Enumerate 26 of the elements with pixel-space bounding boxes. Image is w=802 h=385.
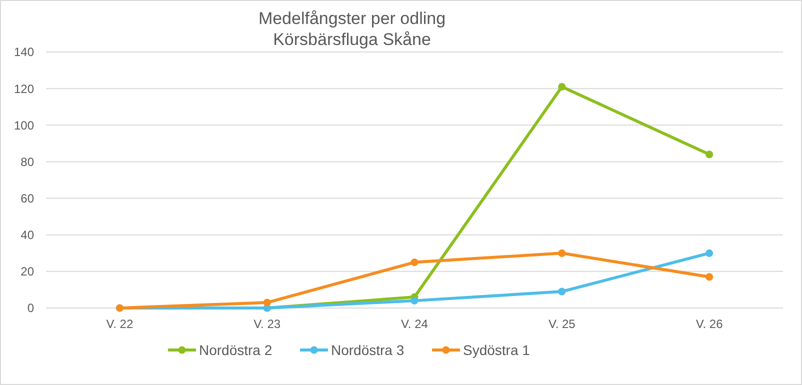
y-tick-label: 120 bbox=[14, 82, 34, 96]
x-tick-label: V. 23 bbox=[254, 317, 281, 331]
y-tick-label: 40 bbox=[20, 228, 34, 242]
y-tick-label: 140 bbox=[14, 45, 34, 60]
point bbox=[706, 249, 714, 257]
chart-title: Medelfångster per odling Körsbärsfluga Skåne bbox=[258, 9, 446, 49]
point bbox=[558, 249, 566, 257]
legend-label: Sydöstra 1 bbox=[463, 342, 530, 358]
y-tick-label: 100 bbox=[14, 118, 34, 132]
legend-label: Nordöstra 2 bbox=[199, 342, 272, 358]
x-tick-label: V. 24 bbox=[401, 317, 428, 331]
point bbox=[263, 298, 271, 306]
x-tick-label: V. 25 bbox=[548, 317, 576, 331]
point bbox=[410, 258, 418, 266]
point bbox=[706, 150, 714, 158]
x-tick-label: V. 26 bbox=[696, 317, 724, 331]
point bbox=[558, 82, 566, 91]
legend-label: Nordöstra 3 bbox=[331, 342, 404, 358]
point bbox=[706, 273, 714, 281]
y-tick-label: 20 bbox=[20, 264, 34, 279]
x-tick-label: V. 22 bbox=[106, 317, 134, 331]
y-tick-label: 60 bbox=[20, 191, 34, 206]
point bbox=[558, 288, 566, 296]
y-tick-label: 80 bbox=[20, 154, 34, 169]
y-tick-label: 0 bbox=[27, 301, 34, 316]
point bbox=[410, 296, 418, 304]
